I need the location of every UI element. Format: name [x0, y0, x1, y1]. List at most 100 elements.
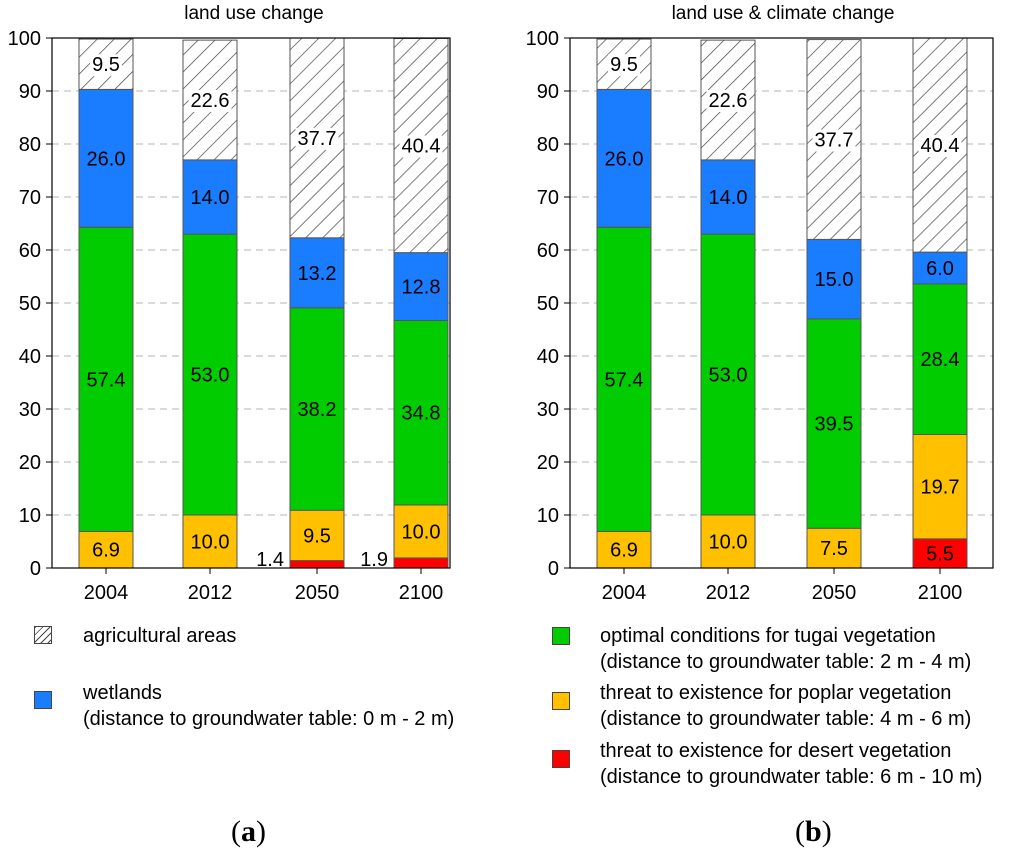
data-label: 38.2 [298, 399, 337, 421]
bar-segment-optimal [806, 318, 862, 529]
panel-label-b-letter: b [805, 815, 822, 848]
x-tick-label: 2050 [295, 582, 340, 604]
y-tick-label: 40 [19, 346, 41, 368]
data-label: 26.0 [605, 148, 644, 170]
y-tick-label: 20 [19, 452, 41, 474]
legend-sublabel-optimal: (distance to groundwater table: 2 m - 4 … [600, 651, 972, 673]
data-label: 22.6 [709, 90, 748, 112]
panel-label-a-open: ( [231, 815, 241, 848]
bar-segment-optimal [700, 233, 756, 516]
bar-segment-optimal [78, 226, 134, 532]
panel-label-b-close: ) [821, 815, 832, 848]
legend-label-poplar: threat to existence for poplar vegetatio… [600, 682, 952, 704]
data-label: 13.2 [298, 263, 337, 285]
data-label: 53.0 [191, 365, 230, 387]
legend-sublabel-wetlands: (distance to groundwater table: 0 m - 2 … [83, 708, 455, 730]
chart-panel-a: land use change 0 10 20 30 40 50 60 70 80 90 100 6.9… [8, 3, 451, 604]
data-label: 10.0 [402, 521, 441, 543]
legend-swatch-desert [552, 750, 570, 768]
data-label: 22.6 [191, 90, 230, 112]
x-tick-label: 2012 [188, 582, 233, 604]
y-tick-label: 70 [19, 187, 41, 209]
data-label: 26.0 [87, 148, 126, 170]
bar-segment-poplar [289, 509, 345, 562]
data-label-bg [918, 135, 962, 158]
data-label: 37.7 [815, 129, 854, 151]
bar-segment-optimal [912, 283, 968, 435]
panel-label-a: (a) [231, 815, 266, 849]
y-tick-label: 0 [548, 558, 559, 580]
legend-sublabel-desert: (distance to groundwater table: 6 m - 10… [600, 766, 983, 788]
data-label: 7.5 [820, 538, 848, 560]
data-label: 6.9 [610, 540, 638, 562]
data-label: 14.0 [709, 187, 748, 209]
data-label: 40.4 [921, 135, 960, 157]
data-label: 15.0 [815, 269, 854, 291]
data-label-bg [812, 129, 856, 152]
data-label: 57.4 [87, 369, 126, 391]
bar-segment-wetlands [182, 159, 238, 235]
y-tick-label: 70 [537, 187, 559, 209]
data-label: 19.7 [921, 477, 960, 499]
data-label: 53.0 [709, 365, 748, 387]
x-tick-label: 2100 [399, 582, 444, 604]
bar-segment-poplar [393, 504, 449, 559]
data-label: 10.0 [191, 532, 230, 554]
bar-segment-desert [289, 560, 345, 569]
legend-swatch-poplar [552, 692, 570, 710]
legend-label-agricultural: agricultural areas [83, 625, 237, 647]
data-label-bg [295, 127, 339, 150]
x-tick-label: 2004 [602, 582, 647, 604]
data-label: 12.8 [402, 277, 441, 299]
panel-label-b: (b) [795, 815, 832, 849]
data-label-bg [90, 54, 122, 77]
data-label-bg [608, 54, 640, 77]
y-tick-label: 30 [537, 399, 559, 421]
chart-panel-b: land use & climate change 0 10 20 30 40 50 60 70… [526, 3, 994, 604]
x-tick-label: 2100 [918, 582, 963, 604]
y-tick-label: 90 [537, 81, 559, 103]
y-tick-label: 80 [19, 134, 41, 156]
y-tick-label: 100 [526, 28, 559, 50]
legend-label-optimal: optimal conditions for tugai vegetation [600, 625, 936, 647]
y-tick-label: 90 [19, 81, 41, 103]
data-label: 9.5 [92, 54, 120, 76]
panel-label-b-open: ( [795, 815, 805, 848]
y-tick-label: 20 [537, 452, 559, 474]
data-label: 1.4 [256, 549, 284, 571]
x-tick-label: 2004 [84, 582, 129, 604]
y-tick-label: 80 [537, 134, 559, 156]
legend-label-desert: threat to existence for desert vegetatio… [600, 740, 952, 762]
chart-title: land use change [184, 3, 323, 24]
panel-label-a-letter: a [241, 815, 256, 848]
chart-title: land use & climate change [672, 3, 895, 24]
plot-frame [569, 37, 994, 569]
y-tick-label: 0 [30, 558, 41, 580]
legend-label-wetlands: wetlands [83, 682, 162, 704]
y-tick-label: 10 [537, 505, 559, 527]
data-label-bg [706, 90, 750, 113]
x-tick-label: 2050 [812, 582, 857, 604]
data-label: 9.5 [610, 54, 638, 76]
bar-segment-poplar [912, 433, 968, 540]
y-tick-label: 30 [19, 399, 41, 421]
data-label: 14.0 [191, 187, 230, 209]
y-tick-label: 50 [537, 293, 559, 315]
data-label: 40.4 [402, 136, 441, 158]
plot-frame [51, 37, 451, 569]
y-tick-label: 60 [19, 240, 41, 262]
data-label: 57.4 [605, 369, 644, 391]
y-tick-label: 60 [537, 240, 559, 262]
data-label: 6.9 [92, 540, 120, 562]
y-tick-label: 10 [19, 505, 41, 527]
data-label: 6.0 [926, 258, 954, 280]
data-label-bg [399, 135, 443, 158]
bar-segment-poplar [596, 530, 652, 569]
data-label: 39.5 [815, 414, 854, 436]
y-tick-label: 50 [19, 293, 41, 315]
data-label: 5.5 [926, 543, 954, 565]
data-label: 1.9 [360, 549, 388, 571]
bar-segment-poplar [182, 514, 238, 569]
y-tick-label: 40 [537, 346, 559, 368]
